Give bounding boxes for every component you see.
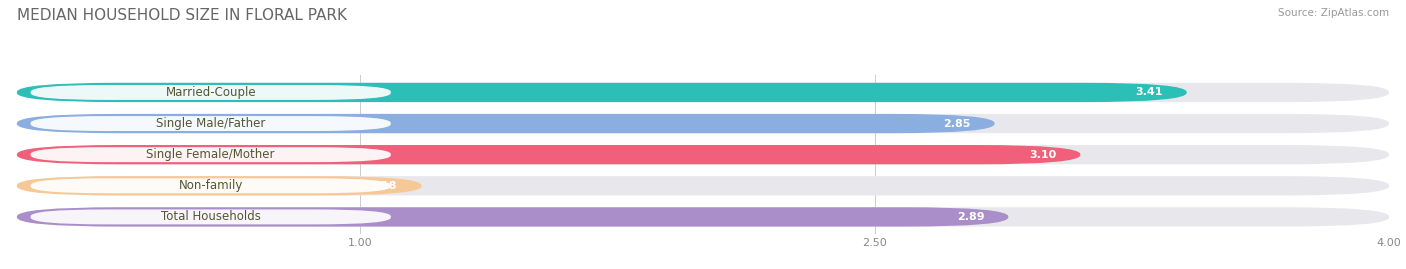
FancyBboxPatch shape [17,114,1389,133]
FancyBboxPatch shape [17,114,994,133]
Text: 2.89: 2.89 [956,212,984,222]
FancyBboxPatch shape [31,116,391,131]
Text: Total Households: Total Households [160,210,260,224]
FancyBboxPatch shape [17,83,1187,102]
Text: Married-Couple: Married-Couple [166,86,256,99]
Text: 3.10: 3.10 [1029,150,1056,160]
Text: Single Male/Father: Single Male/Father [156,117,266,130]
Text: 1.18: 1.18 [370,181,398,191]
FancyBboxPatch shape [17,145,1389,164]
Text: 3.41: 3.41 [1135,87,1163,97]
FancyBboxPatch shape [31,210,391,224]
FancyBboxPatch shape [31,85,391,100]
FancyBboxPatch shape [17,83,1389,102]
FancyBboxPatch shape [17,207,1008,226]
FancyBboxPatch shape [17,176,1389,196]
FancyBboxPatch shape [17,145,1080,164]
FancyBboxPatch shape [31,147,391,162]
FancyBboxPatch shape [17,176,422,196]
FancyBboxPatch shape [17,207,1389,226]
Text: MEDIAN HOUSEHOLD SIZE IN FLORAL PARK: MEDIAN HOUSEHOLD SIZE IN FLORAL PARK [17,8,347,23]
Text: 2.85: 2.85 [943,119,970,129]
Text: Single Female/Mother: Single Female/Mother [146,148,276,161]
Text: Source: ZipAtlas.com: Source: ZipAtlas.com [1278,8,1389,18]
FancyBboxPatch shape [31,178,391,193]
Text: Non-family: Non-family [179,179,243,192]
